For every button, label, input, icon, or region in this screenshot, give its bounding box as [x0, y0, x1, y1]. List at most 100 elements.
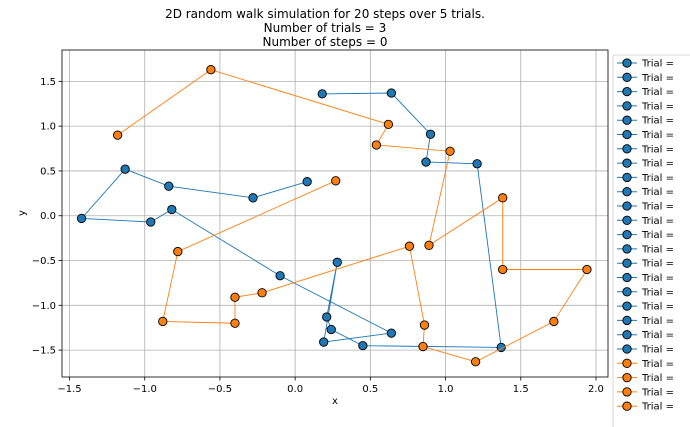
series-2-point — [582, 264, 592, 275]
legend-entry: Trial = — [617, 372, 674, 384]
title-line-2: Number of trials = 3 — [264, 21, 387, 35]
legend-marker — [622, 358, 632, 368]
series-1-point — [319, 337, 329, 347]
legend: Trial = Trial = Trial = Trial = Trial = Trial… — [612, 54, 690, 427]
legend-marker — [622, 401, 632, 411]
x-tick-label: 1.5 — [513, 384, 529, 395]
legend-label: Trial = — [641, 373, 674, 384]
legend-label: Trial = — [641, 345, 674, 356]
series-2-point — [419, 320, 430, 330]
x-tick-label: −1.0 — [133, 384, 157, 395]
legend-entry: Trial = — [617, 287, 674, 298]
series-2-point — [470, 357, 481, 367]
legend-marker — [622, 58, 632, 68]
legend-entry: Trial = — [617, 86, 674, 98]
series-2-point — [257, 288, 267, 298]
y-tick-label: −1.5 — [32, 346, 56, 357]
legend-label: Trial = — [641, 402, 674, 413]
plot-area: −1.5 −1.0 −0.5 0.0 0.5 1.0 1.5 2.0 −1.5 −1.0 −0.5 0… — [32, 49, 609, 395]
legend-entry: Trial = — [617, 258, 674, 270]
series-2-point — [230, 318, 240, 328]
y-tick-label: 0.5 — [40, 166, 56, 177]
series-2-point — [404, 241, 415, 251]
legend-marker — [622, 72, 632, 82]
legend-label: Trial = — [641, 216, 674, 227]
legend-marker — [622, 301, 632, 311]
legend-entry: Trial = — [617, 301, 674, 313]
legend-entry: Trial = — [617, 58, 674, 70]
x-tick-label: −1.5 — [57, 384, 81, 395]
legend-entry: Trial = — [617, 358, 674, 370]
series-1-point — [326, 324, 336, 335]
series-1-point — [167, 204, 177, 215]
legend-label: Trial = — [641, 316, 674, 327]
series-1-point — [164, 181, 174, 191]
legend-marker — [622, 86, 632, 97]
legend-entry: Trial = — [617, 144, 674, 155]
legend-marker — [622, 187, 632, 197]
series-1-point — [332, 257, 342, 267]
legend-label: Trial = — [641, 159, 674, 170]
legend-label: Trial = — [641, 302, 674, 313]
series-2-point — [383, 119, 394, 130]
legend-marker — [622, 330, 632, 340]
legend-label: Trial = — [641, 244, 674, 255]
x-tick-label: 0.5 — [362, 384, 378, 395]
legend-marker — [622, 387, 632, 397]
legend-marker — [622, 229, 632, 240]
series-1-path — [80, 92, 502, 348]
legend-label: Trial = — [641, 359, 674, 370]
series-1-point — [386, 328, 397, 338]
series-2-point — [230, 292, 240, 302]
legend-entry: Trial = — [617, 215, 674, 227]
series-2-point — [371, 140, 382, 150]
legend-entry: Trial = — [617, 72, 674, 84]
series-2 — [113, 65, 592, 367]
series-1-point — [425, 129, 436, 139]
legend-label: Trial = — [641, 101, 674, 112]
legend-marker — [622, 144, 632, 154]
legend-label: Trial = — [641, 59, 674, 70]
y-tick-label: −0.5 — [32, 256, 56, 267]
legend-marker — [622, 244, 632, 254]
legend-label: Trial = — [641, 87, 674, 98]
legend-entry: Trial = — [617, 101, 674, 112]
y-tick-label: 1.5 — [40, 77, 56, 88]
legend-marker — [622, 158, 632, 168]
legend-marker — [622, 201, 632, 211]
legend-entry: Trial = — [617, 330, 674, 341]
title-line-1: 2D random walk simulation for 20 steps o… — [165, 7, 485, 21]
legend-entry: Trial = — [617, 129, 674, 141]
grid — [62, 50, 608, 377]
legend-entry: Trial = — [617, 172, 674, 184]
legend-label: Trial = — [641, 259, 674, 270]
axes-frame — [61, 49, 609, 378]
series-1-point — [472, 159, 482, 169]
series-1-point — [421, 157, 431, 167]
x-tick-label: 1.0 — [438, 384, 454, 395]
x-tick-label: −0.5 — [208, 384, 232, 395]
legend-entry: Trial = — [617, 158, 674, 170]
legend-marker — [622, 101, 632, 111]
legend-label: Trial = — [641, 202, 674, 213]
series-1-point — [76, 213, 87, 224]
legend-marker — [622, 129, 632, 140]
legend-marker — [622, 272, 632, 283]
chart-title: 2D random walk simulation for 20 steps o… — [165, 7, 485, 49]
series-2-point — [206, 65, 216, 75]
legend-entry: Trial = — [617, 115, 674, 127]
legend-label: Trial = — [641, 173, 674, 184]
series-2-point — [158, 316, 168, 327]
legend-entry: Trial = — [617, 315, 674, 327]
series-layer — [76, 65, 592, 367]
series-2-point — [173, 246, 183, 257]
legend-marker — [622, 172, 632, 183]
legend-label: Trial = — [641, 116, 674, 127]
legend-marker — [622, 344, 632, 354]
legend-entry: Trial = — [617, 229, 674, 241]
legend-label: Trial = — [641, 230, 674, 241]
series-1-point — [275, 271, 285, 281]
series-1-point — [120, 164, 130, 174]
series-1-point — [322, 312, 332, 322]
